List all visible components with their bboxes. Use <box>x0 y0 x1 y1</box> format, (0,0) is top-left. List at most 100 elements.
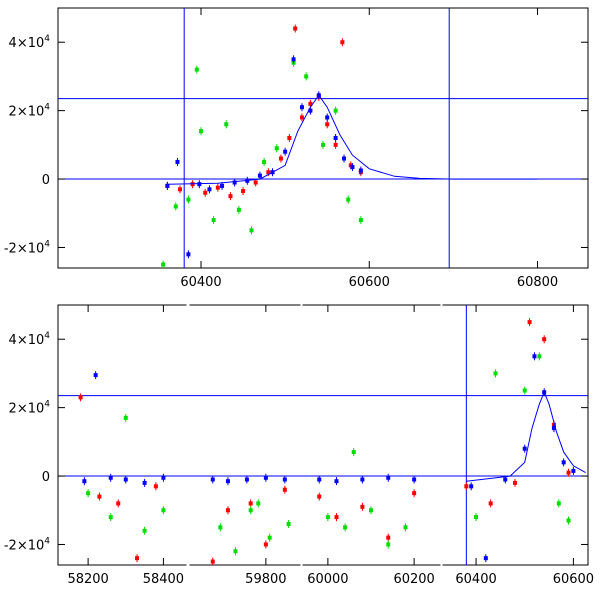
bottom-data-point <box>334 479 339 484</box>
bottom-data-point <box>351 450 356 455</box>
top-xtick-label: 60400 <box>180 275 221 290</box>
bottom-data-point <box>369 508 373 513</box>
bottom-data-point <box>267 535 272 540</box>
top-data-point <box>262 159 267 164</box>
bottom-data-point <box>263 475 268 480</box>
bottom-xtick-label: 58200 <box>67 572 108 587</box>
bottom-data-point <box>248 508 253 513</box>
bottom-data-point <box>135 556 140 561</box>
bottom-data-point <box>286 521 291 526</box>
top-data-point <box>175 159 180 164</box>
top-data-point <box>215 185 220 190</box>
top-data-point <box>333 136 338 140</box>
bottom-data-point <box>248 501 253 506</box>
bottom-data-point <box>561 460 566 465</box>
bottom-data-point <box>488 501 493 506</box>
bottom-data-point <box>116 501 121 506</box>
top-data-point <box>207 187 212 192</box>
bottom-data-point <box>412 477 417 482</box>
bottom-model-curve <box>466 390 586 482</box>
bottom-axis-break <box>440 304 443 307</box>
bottom-data-point <box>386 535 391 540</box>
top-data-point <box>199 129 204 134</box>
bottom-data-point <box>153 484 158 489</box>
bottom-data-point <box>123 415 128 420</box>
bottom-axis-break <box>186 564 190 567</box>
bottom-data-point <box>493 371 498 376</box>
bottom-data-point <box>360 477 365 482</box>
bottom-data-point <box>86 491 91 496</box>
top-data-point <box>249 228 254 233</box>
top-data-point <box>358 218 363 223</box>
bottom-data-point <box>556 501 561 506</box>
top-data-point <box>197 182 202 187</box>
bottom-data-point <box>503 477 508 482</box>
bottom-data-point <box>474 515 479 520</box>
top-ytick-label: 2×104 <box>9 103 51 120</box>
bottom-data-point <box>233 549 238 554</box>
bottom-points <box>78 318 576 565</box>
bottom-data-point <box>82 479 87 484</box>
top-xtick-label: 60600 <box>349 275 390 290</box>
bottom-data-point <box>522 388 527 393</box>
top-data-point <box>325 122 330 127</box>
top-data-point <box>257 173 262 178</box>
top-data-point <box>333 142 338 147</box>
top-data-point <box>186 252 191 257</box>
top-data-point <box>278 156 283 161</box>
top-data-point <box>340 40 345 45</box>
top-data-point <box>253 180 258 185</box>
bottom-data-point <box>513 480 517 485</box>
bottom-data-point <box>464 484 469 489</box>
bottom-data-point <box>469 484 474 489</box>
bottom-xtick-label: 60200 <box>393 572 434 587</box>
top-data-point <box>283 149 288 154</box>
bottom-data-point <box>108 475 113 480</box>
bottom-data-point <box>386 542 391 547</box>
bottom-data-point <box>142 528 147 533</box>
top-data-point <box>304 74 309 79</box>
bottom-data-point <box>142 480 147 485</box>
bottom-data-point <box>317 477 322 482</box>
top-data-point <box>342 156 347 161</box>
bottom-plot-frame <box>57 304 589 566</box>
top-data-point <box>321 142 325 147</box>
bottom-data-point <box>522 446 527 451</box>
top-data-point <box>333 108 338 113</box>
top-model-curve <box>167 94 538 185</box>
bottom-data-point <box>210 477 215 482</box>
bottom-data-point <box>225 479 230 484</box>
top-data-point <box>291 57 296 62</box>
top-data-point <box>236 207 241 212</box>
bottom-data-point <box>542 337 547 342</box>
top-data-point <box>177 187 182 192</box>
top-data-point <box>308 108 313 113</box>
top-data-point <box>211 218 216 223</box>
bottom-data-point <box>108 515 113 520</box>
bottom-data-point <box>386 475 391 480</box>
top-data-point <box>161 262 166 267</box>
bottom-data-point <box>571 468 576 473</box>
bottom-data-point <box>218 525 223 530</box>
top-panel: 60400 60600 60800 -2×104 0 2×104 4×104 <box>4 7 589 290</box>
bottom-ytick-label: 0 <box>42 470 50 485</box>
bottom-data-point <box>282 477 287 482</box>
top-data-point <box>274 146 279 151</box>
top-data-point <box>266 170 271 175</box>
bottom-data-point <box>403 525 408 530</box>
bottom-data-point <box>317 494 322 499</box>
top-ytick-label: 0 <box>42 173 50 188</box>
bottom-axis-break <box>300 564 303 567</box>
bottom-data-point <box>360 504 365 509</box>
bottom-data-point <box>282 487 287 492</box>
bottom-axis-break <box>186 304 190 307</box>
top-data-point <box>308 101 313 106</box>
bottom-data-point <box>244 477 249 482</box>
top-data-point <box>293 26 298 31</box>
bottom-data-point <box>334 515 339 520</box>
top-data-point <box>224 122 229 127</box>
top-data-point <box>350 165 355 170</box>
top-xtick-label: 60800 <box>517 275 558 290</box>
bottom-ytick-label: 2×104 <box>9 400 51 417</box>
